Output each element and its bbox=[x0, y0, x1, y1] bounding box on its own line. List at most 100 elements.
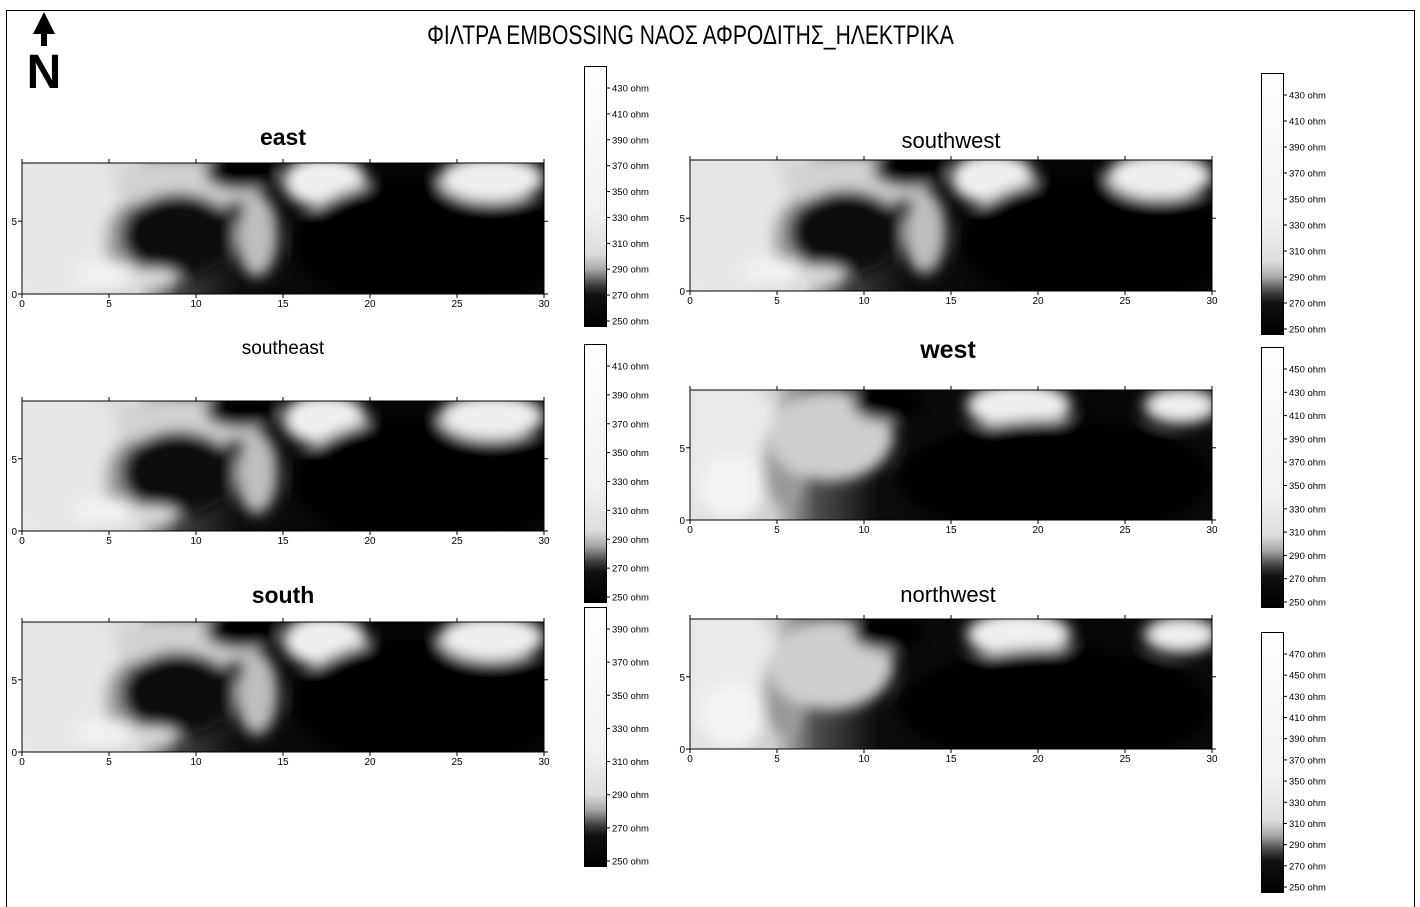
x-tick-label: 15 bbox=[945, 296, 957, 307]
colorbar-southwest: 430 ohm 410 ohm 390 ohm 370 ohm 350 ohm 330 o… bbox=[1261, 73, 1326, 336]
colorbar-label: 410 ohm bbox=[1289, 117, 1326, 128]
page-title: ΦΙΛΤΡΑ EMBOSSING ΝΑΟΣ ΑΦΡΟΔΙΤΗΣ_ΗΛΕΚΤΡΙΚ… bbox=[427, 20, 954, 50]
y-tick-label: 0 bbox=[11, 527, 17, 538]
y-tick-label: 5 bbox=[11, 217, 17, 228]
x-tick-label: 5 bbox=[106, 299, 112, 310]
x-tick-label: 30 bbox=[538, 299, 550, 310]
y-tick-label: 5 bbox=[679, 673, 685, 684]
y-tick-label: 5 bbox=[679, 214, 685, 225]
colorbar-ramp bbox=[1261, 347, 1284, 608]
colorbar-label: 250 ohm bbox=[1289, 598, 1326, 609]
colorbar-label: 370 ohm bbox=[1289, 755, 1326, 766]
map-title-south: south bbox=[251, 582, 315, 608]
colorbar-label: 370 ohm bbox=[1289, 169, 1326, 180]
colorbar-ramp bbox=[584, 344, 607, 603]
colorbar-label: 410 ohm bbox=[612, 362, 649, 373]
colorbar-label: 430 ohm bbox=[612, 84, 649, 95]
x-tick-label: 10 bbox=[858, 525, 870, 536]
colorbar-label: 290 ohm bbox=[1289, 840, 1326, 851]
colorbar-label: 370 ohm bbox=[612, 658, 649, 669]
x-tick-label: 20 bbox=[1032, 296, 1044, 307]
colorbar-label: 310 ohm bbox=[612, 239, 649, 250]
map-title-east: east bbox=[259, 124, 307, 150]
colorbar-label: 370 ohm bbox=[1289, 458, 1326, 469]
heatmap-field bbox=[690, 160, 1212, 291]
colorbar-label: 330 ohm bbox=[1289, 798, 1326, 809]
colorbar-label: 310 ohm bbox=[612, 506, 649, 517]
colorbar-label: 350 ohm bbox=[1289, 481, 1326, 492]
colorbar-label: 450 ohm bbox=[1289, 671, 1326, 682]
colorbar-label: 250 ohm bbox=[1289, 883, 1326, 894]
y-tick-label: 5 bbox=[11, 676, 17, 687]
colorbar-label: 270 ohm bbox=[1289, 299, 1326, 310]
x-tick-label: 30 bbox=[538, 536, 550, 547]
x-tick-label: 25 bbox=[1119, 754, 1131, 765]
colorbar-ramp bbox=[584, 66, 607, 327]
colorbar-label: 290 ohm bbox=[1289, 551, 1326, 562]
colorbar-label: 290 ohm bbox=[612, 790, 649, 801]
heatmap-field bbox=[690, 619, 1212, 749]
colorbar-label: 330 ohm bbox=[612, 213, 649, 224]
colorbar-label: 330 ohm bbox=[612, 724, 649, 735]
colorbar-label: 330 ohm bbox=[1289, 504, 1326, 515]
colorbar-label: 430 ohm bbox=[1289, 388, 1326, 399]
colorbar-label: 350 ohm bbox=[612, 187, 649, 198]
x-tick-label: 25 bbox=[451, 757, 463, 768]
colorbar-label: 390 ohm bbox=[1289, 143, 1326, 154]
colorbar-east: 430 ohm 410 ohm 390 ohm 370 ohm 350 ohm 330 o… bbox=[584, 66, 649, 328]
x-tick-label: 30 bbox=[1206, 296, 1218, 307]
colorbar-label: 330 ohm bbox=[612, 477, 649, 488]
x-tick-label: 20 bbox=[364, 757, 376, 768]
y-tick-label: 0 bbox=[11, 748, 17, 759]
x-tick-label: 0 bbox=[687, 296, 693, 307]
colorbar-ramp bbox=[1261, 73, 1284, 335]
map-title-southwest: southwest bbox=[901, 128, 1001, 153]
y-tick-label: 5 bbox=[679, 444, 685, 455]
colorbar-label: 270 ohm bbox=[612, 823, 649, 834]
colorbar-label: 290 ohm bbox=[1289, 273, 1326, 284]
colorbar-label: 370 ohm bbox=[612, 419, 649, 430]
map-southwest: 0 5 10 15 20 25 30 0 5 bbox=[679, 156, 1218, 307]
x-tick-label: 0 bbox=[687, 525, 693, 536]
colorbar-label: 350 ohm bbox=[612, 448, 649, 459]
x-tick-label: 25 bbox=[1119, 296, 1131, 307]
colorbar-label: 390 ohm bbox=[1289, 734, 1326, 745]
map-west: 0 5 10 15 20 25 30 0 5 bbox=[679, 386, 1218, 536]
x-tick-label: 30 bbox=[1206, 525, 1218, 536]
colorbar-label: 270 ohm bbox=[1289, 861, 1326, 872]
colorbar-label: 430 ohm bbox=[1289, 91, 1326, 102]
colorbar-ramp bbox=[1261, 632, 1284, 893]
x-tick-label: 5 bbox=[774, 296, 780, 307]
map-title-northwest: northwest bbox=[900, 582, 996, 607]
colorbar-southeast: 410 ohm 390 ohm 370 ohm 350 ohm 330 ohm 310 o… bbox=[584, 344, 649, 604]
colorbar-label: 250 ohm bbox=[1289, 325, 1326, 336]
x-tick-label: 10 bbox=[190, 536, 202, 547]
colorbar-northwest: 470 ohm 450 ohm 430 ohm 410 ohm 390 ohm 370 o… bbox=[1261, 632, 1326, 894]
x-tick-label: 0 bbox=[19, 757, 25, 768]
map-south: 0 5 10 15 20 25 30 0 5 bbox=[11, 618, 550, 768]
colorbar-label: 470 ohm bbox=[1289, 650, 1326, 661]
colorbar-label: 350 ohm bbox=[1289, 777, 1326, 788]
heatmap-field bbox=[22, 163, 544, 294]
colorbar-south: 390 ohm 370 ohm 350 ohm 330 ohm 310 ohm 290 o… bbox=[584, 607, 649, 868]
x-tick-label: 0 bbox=[19, 299, 25, 310]
x-tick-label: 0 bbox=[687, 754, 693, 765]
page-frame bbox=[6, 10, 1415, 907]
x-tick-label: 0 bbox=[19, 536, 25, 547]
x-tick-label: 10 bbox=[190, 757, 202, 768]
x-tick-label: 20 bbox=[364, 299, 376, 310]
colorbar-label: 250 ohm bbox=[612, 857, 649, 868]
map-southeast: 0 5 10 15 20 25 30 0 5 bbox=[11, 397, 550, 547]
colorbar-label: 410 ohm bbox=[612, 109, 649, 120]
x-tick-label: 10 bbox=[858, 296, 870, 307]
colorbar-label: 410 ohm bbox=[1289, 713, 1326, 724]
colorbar-label: 270 ohm bbox=[612, 291, 649, 302]
x-tick-label: 30 bbox=[1206, 754, 1218, 765]
heatmap-field bbox=[22, 401, 544, 531]
colorbar-label: 310 ohm bbox=[1289, 819, 1326, 830]
colorbar-label: 410 ohm bbox=[1289, 411, 1326, 422]
colorbar-label: 370 ohm bbox=[612, 161, 649, 172]
heatmap-field bbox=[690, 390, 1212, 520]
colorbar-label: 250 ohm bbox=[612, 593, 649, 604]
north-arrow-icon: N bbox=[27, 12, 61, 99]
